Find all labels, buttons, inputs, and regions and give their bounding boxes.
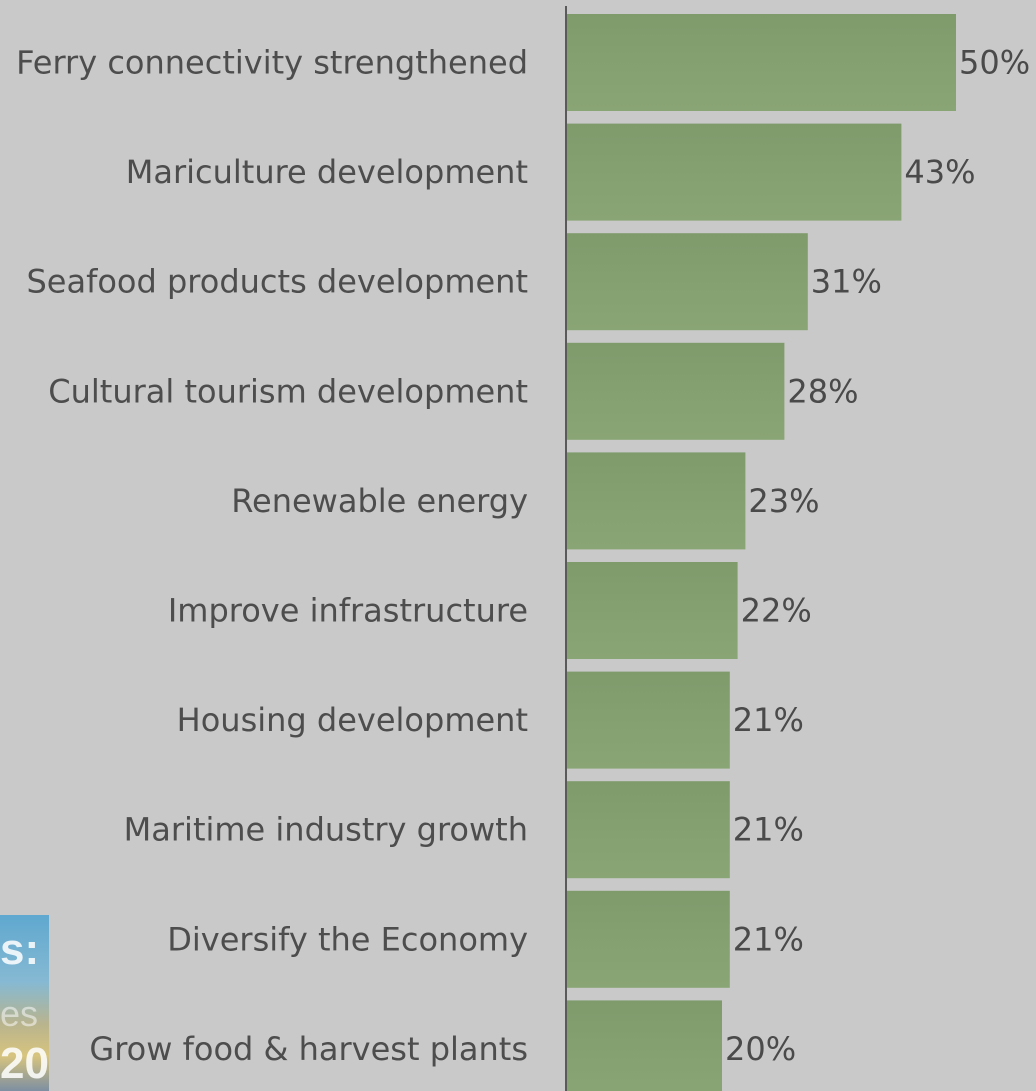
bar	[566, 562, 738, 659]
category-label: Ferry connectivity strengthened	[16, 44, 528, 82]
bar	[566, 671, 730, 769]
bars-layer: Ferry connectivity strengthened 50% Maricu…	[16, 14, 1030, 1091]
value-label: 21%	[733, 811, 804, 849]
bar	[566, 342, 785, 440]
value-label: 31%	[811, 263, 882, 301]
value-label: 50%	[959, 44, 1030, 82]
value-label: 43%	[904, 153, 975, 191]
category-label: Renewable energy	[231, 482, 528, 520]
thumbnail-text-3: 20	[0, 1039, 49, 1088]
category-label: Seafood products development	[26, 263, 528, 301]
bar	[566, 452, 746, 550]
category-label: Maritime industry growth	[124, 811, 528, 849]
bar	[566, 1000, 722, 1091]
value-label: 21%	[733, 920, 804, 958]
bar	[566, 123, 902, 221]
value-label: 21%	[733, 701, 804, 739]
category-label: Improve infrastructure	[168, 592, 528, 630]
value-label: 22%	[741, 592, 812, 630]
category-label: Diversify the Economy	[167, 920, 528, 958]
corner-thumbnail-image: s: es 20	[0, 915, 49, 1091]
bar	[566, 14, 956, 111]
category-label: Grow food & harvest plants	[89, 1030, 528, 1068]
category-label: Housing development	[177, 701, 528, 739]
category-label: Cultural tourism development	[48, 372, 528, 410]
bar	[566, 233, 808, 331]
category-label: Mariculture development	[126, 153, 528, 191]
value-label: 23%	[748, 482, 819, 520]
thumbnail-text-2: es	[0, 993, 39, 1034]
bar	[566, 890, 730, 988]
bar	[566, 781, 730, 879]
thumbnail-text-1: s:	[0, 925, 40, 974]
value-label: 28%	[787, 372, 858, 410]
value-label: 20%	[725, 1030, 796, 1068]
